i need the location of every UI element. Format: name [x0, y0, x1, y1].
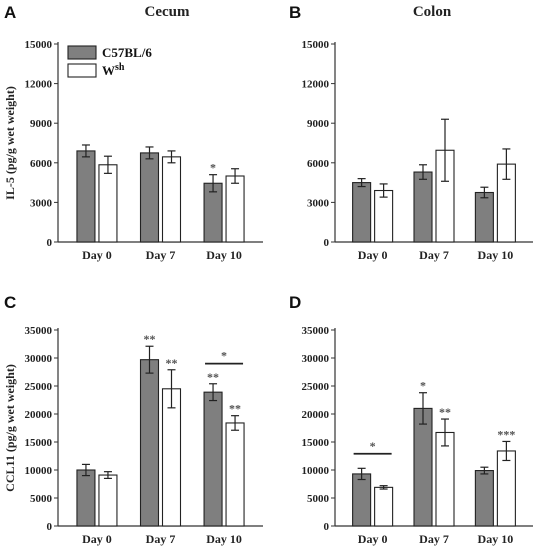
bar-c57bl6 [203, 391, 223, 527]
y-tick-label: 10000 [302, 465, 330, 477]
y-tick-label: 6000 [307, 158, 330, 170]
panel-letter: C [4, 293, 16, 312]
bar-c57bl6 [76, 469, 96, 527]
x-category-label: Day 10 [206, 532, 242, 546]
x-category-label: Day 7 [146, 532, 176, 546]
bracket-label: * [370, 439, 376, 453]
y-tick-label: 15000 [302, 39, 330, 51]
panel-title: Colon [413, 4, 452, 20]
panel-title: Cecum [145, 4, 190, 20]
bar-wsh [98, 474, 118, 527]
y-tick-label: 30000 [302, 353, 330, 365]
y-tick-label: 25000 [302, 381, 330, 393]
x-category-label: Day 0 [82, 532, 112, 546]
y-tick-label: 0 [47, 237, 53, 249]
bar-c57bl6 [413, 407, 433, 527]
y-tick-label: 9000 [307, 118, 330, 130]
x-category-label: Day 7 [146, 248, 176, 262]
significance-label: * [420, 379, 426, 393]
y-tick-label: 9000 [30, 118, 53, 130]
x-category-label: Day 0 [358, 248, 388, 262]
bar-c57bl6 [474, 470, 494, 527]
bar-wsh [225, 422, 245, 527]
y-tick-label: 10000 [25, 465, 53, 477]
panel-b: B Colon 0 3000 6000 9000 12000 15000 Day 0 Day 7 D… [289, 3, 533, 262]
x-category-label: Day 7 [419, 248, 449, 262]
y-tick-label: 5000 [307, 493, 330, 505]
x-category-label: Day 10 [478, 532, 514, 546]
y-tick-label: 20000 [302, 409, 330, 421]
significance-label: ** [166, 356, 178, 370]
bar-c57bl6 [413, 171, 433, 243]
legend-label-superscript: sh [115, 62, 125, 73]
bar-c57bl6 [139, 152, 160, 243]
bar-c57bl6 [474, 191, 494, 243]
legend-swatch [67, 63, 97, 78]
legend-label: C57BL/6 [102, 45, 152, 60]
y-tick-label: 20000 [25, 409, 53, 421]
bar-wsh [161, 156, 182, 243]
panels: A Cecum IL-5 (pg/g wet weight) 0 3000 6000 900… [3, 3, 533, 546]
bar-c57bl6 [76, 150, 96, 243]
x-category-label: Day 0 [82, 248, 112, 262]
y-tick-label: 35000 [302, 325, 330, 337]
y-axis-label: CCL11 (pg/g wet weight) [3, 364, 17, 492]
bar-wsh [98, 164, 118, 243]
y-tick-label: 0 [47, 521, 53, 533]
x-category-label: Day 10 [206, 248, 242, 262]
bar-c57bl6 [352, 473, 372, 527]
y-axis-label: IL-5 (pg/g wet weight) [3, 86, 17, 200]
significance-label: ** [229, 402, 241, 416]
legend-label: Wsh [102, 62, 125, 78]
bar-wsh [374, 486, 394, 527]
panel-d: D 0 5000 10000 15000 20000 25000 30000 35000 Day … [289, 293, 533, 546]
legend: C57BL/6 Wsh [67, 45, 152, 78]
bracket-label: * [221, 349, 227, 363]
y-tick-label: 15000 [25, 39, 53, 51]
bar-wsh [161, 388, 182, 527]
y-tick-label: 15000 [25, 437, 53, 449]
bar-wsh [496, 450, 516, 527]
y-tick-label: 0 [324, 521, 330, 533]
panel-letter: B [289, 3, 301, 22]
panel-c: C CCL11 (pg/g wet weight) 0 5000 10000 15000 2… [3, 293, 263, 546]
significance-label: *** [497, 427, 515, 441]
x-category-label: Day 10 [478, 248, 514, 262]
y-tick-label: 5000 [30, 493, 53, 505]
bar-wsh [374, 189, 394, 243]
x-category-label: Day 7 [419, 532, 449, 546]
y-tick-label: 35000 [25, 325, 53, 337]
panel-letter: A [4, 3, 16, 22]
y-tick-label: 12000 [25, 79, 53, 91]
significance-label: * [210, 161, 216, 175]
y-tick-label: 3000 [30, 197, 53, 209]
y-tick-label: 25000 [25, 381, 53, 393]
significance-label: ** [207, 370, 219, 384]
bar-c57bl6 [139, 359, 160, 527]
y-tick-label: 0 [324, 237, 330, 249]
y-tick-label: 30000 [25, 353, 53, 365]
significance-label: ** [144, 332, 156, 346]
bar-wsh [225, 175, 245, 243]
y-tick-label: 6000 [30, 158, 53, 170]
significance-label: ** [439, 405, 451, 419]
y-tick-label: 15000 [302, 437, 330, 449]
x-category-label: Day 0 [358, 532, 388, 546]
bar-c57bl6 [352, 182, 372, 243]
y-tick-label: 12000 [302, 79, 330, 91]
y-tick-label: 3000 [307, 197, 330, 209]
panel-letter: D [289, 293, 301, 312]
panel-a: A Cecum IL-5 (pg/g wet weight) 0 3000 6000 900… [3, 3, 263, 262]
legend-swatch [67, 45, 97, 60]
